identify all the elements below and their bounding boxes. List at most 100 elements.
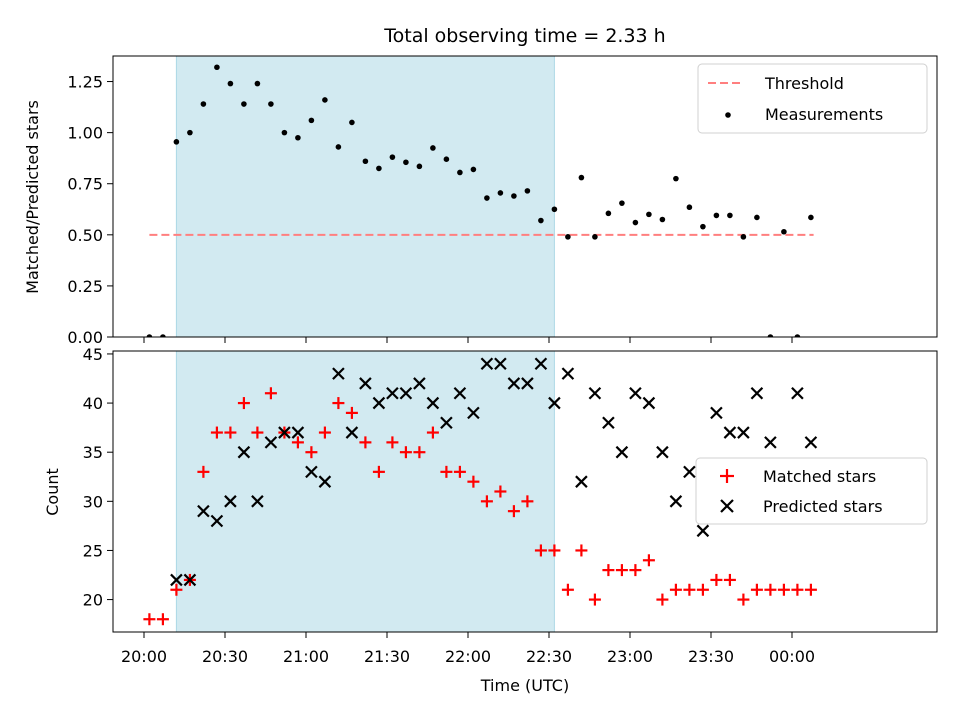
y-tick-label: 45 xyxy=(83,345,103,364)
predicted-star-stroke-b xyxy=(426,396,440,410)
measurement-point xyxy=(781,228,787,235)
x-axis-ticks-bottom: 20:00 20:30 21:00 21:30 22:00 22:30 23:00 23:30… xyxy=(121,632,815,666)
y-tick-label: 35 xyxy=(83,443,103,462)
matched-star-point xyxy=(399,446,412,459)
measurement-point xyxy=(200,101,207,107)
measurement-point xyxy=(281,129,288,136)
chart-title: Total observing time = 2.33 h xyxy=(383,25,665,47)
matched-star-point xyxy=(710,573,723,586)
predicted-star-stroke-b xyxy=(413,377,426,390)
predicted-star-point xyxy=(210,514,224,528)
predicted-star-point xyxy=(170,573,183,587)
matched-star-point xyxy=(507,505,520,518)
measurement-point xyxy=(146,334,153,337)
predicted-star-stroke-b xyxy=(669,495,683,508)
matched-star-point xyxy=(764,583,777,596)
x-tick-label: 23:00 xyxy=(607,647,653,666)
predicted-star-point xyxy=(332,367,345,380)
measurement-point xyxy=(376,165,382,172)
predicted-star-point xyxy=(467,406,480,420)
y-axis-ticks-bottom: 20 25 30 35 40 45 xyxy=(83,345,113,610)
matched-star-point xyxy=(359,436,372,449)
observing-window-shade xyxy=(175,350,555,633)
measurement-point xyxy=(511,193,517,199)
measurement-points xyxy=(146,64,814,337)
measurement-point xyxy=(578,174,585,181)
predicted-star-stroke-b xyxy=(278,426,291,439)
predicted-star-point xyxy=(440,416,453,430)
y-tick-label: 1.25 xyxy=(67,73,103,92)
bottom-axes-frame xyxy=(112,350,938,633)
predicted-star-point xyxy=(278,426,291,439)
measurement-point xyxy=(416,163,423,170)
matched-star-point xyxy=(642,554,655,567)
y-tick-label: 0.50 xyxy=(67,226,103,245)
y-axis-title-ratio: Matched/Predicted stars xyxy=(23,100,42,294)
predicted-star-stroke-b xyxy=(588,386,602,400)
count-points xyxy=(143,357,818,626)
matched-star-point xyxy=(629,564,642,577)
predicted-star-stroke-b xyxy=(237,445,251,459)
legend-predicted-label: Predicted stars xyxy=(763,497,883,516)
legend-bottom-box xyxy=(695,457,928,525)
predicted-star-point xyxy=(561,367,575,380)
measurement-point xyxy=(551,206,558,213)
matched-star-point xyxy=(143,613,156,626)
predicted-star-stroke-b xyxy=(696,524,710,538)
matched-star-point xyxy=(305,446,318,459)
measurement-point xyxy=(173,139,180,145)
matched-star-point xyxy=(696,583,709,596)
matched-star-point xyxy=(291,436,304,449)
measurement-point xyxy=(808,214,814,221)
measurement-point xyxy=(295,134,301,141)
predicted-star-point xyxy=(251,495,264,508)
predicted-star-point xyxy=(399,386,413,400)
predicted-star-point xyxy=(372,396,386,410)
predicted-star-stroke-b xyxy=(575,475,588,488)
legend-measurements-label: Measurements xyxy=(765,105,883,124)
measurement-point xyxy=(430,145,436,151)
measurement-point xyxy=(632,219,639,226)
predicted-star-stroke-b xyxy=(305,465,318,479)
matched-star-point xyxy=(453,465,466,478)
predicted-star-stroke-b xyxy=(615,445,629,459)
predicted-star-stroke-b xyxy=(548,396,561,410)
y-tick-label: 0.25 xyxy=(67,277,103,296)
measurement-point xyxy=(443,156,450,163)
matched-star-point xyxy=(372,465,385,478)
predicted-star-point xyxy=(548,396,561,410)
matched-star-point xyxy=(345,406,358,419)
predicted-star-point xyxy=(696,524,710,538)
matched-star-point xyxy=(440,465,453,478)
measurement-point xyxy=(227,80,234,87)
x-tick-label: 23:30 xyxy=(688,647,734,666)
measurement-point xyxy=(403,159,409,166)
predicted-star-point xyxy=(723,426,737,439)
predicted-star-point xyxy=(453,386,467,400)
predicted-star-stroke-b xyxy=(494,357,507,371)
measurement-point xyxy=(713,212,720,219)
y-tick-label: 1.00 xyxy=(67,124,103,143)
predicted-star-stroke-b xyxy=(372,396,386,410)
x-tick-label: 00:00 xyxy=(769,647,815,666)
measurement-point xyxy=(349,119,355,126)
matched-star-point xyxy=(494,485,507,498)
matched-star-point xyxy=(534,544,547,557)
matched-star-point xyxy=(737,593,750,606)
x-tick-label: 21:00 xyxy=(283,647,329,666)
y-tick-label: 0.75 xyxy=(67,175,103,194)
measurement-point xyxy=(619,200,625,206)
measurement-point xyxy=(484,195,490,201)
measurement-point xyxy=(538,217,544,224)
measurement-point xyxy=(214,64,220,71)
predicted-star-point xyxy=(521,377,534,390)
x-tick-label: 21:30 xyxy=(364,647,410,666)
matched-star-point xyxy=(237,397,250,410)
predicted-star-point xyxy=(183,573,197,587)
x-axis-ticks-top xyxy=(143,337,793,343)
predicted-star-stroke-b xyxy=(386,386,399,400)
matched-star-point xyxy=(521,495,534,508)
matched-star-point xyxy=(750,583,763,596)
predicted-star-point xyxy=(386,386,399,400)
